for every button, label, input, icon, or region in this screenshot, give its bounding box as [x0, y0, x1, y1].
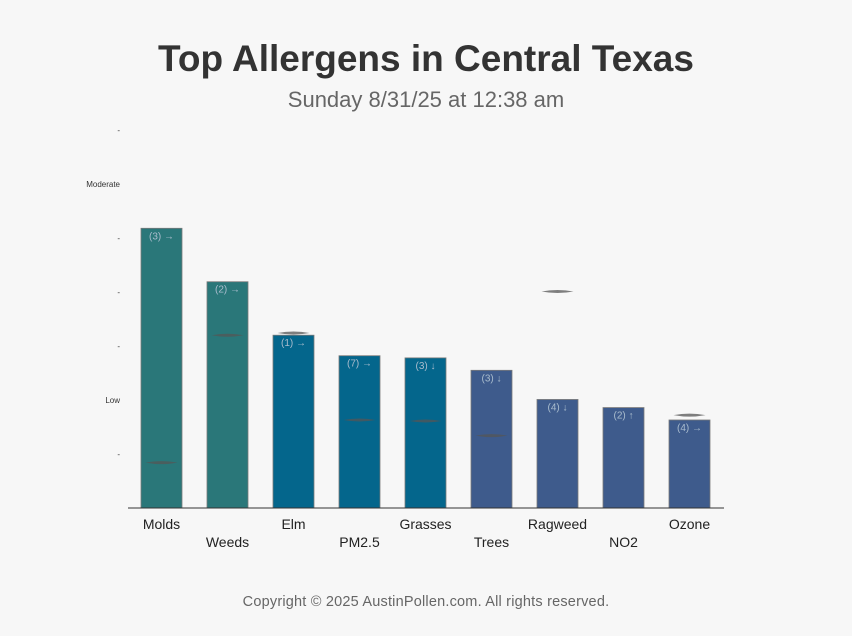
bar-rank-label: (7) → — [347, 359, 372, 370]
x-tick-label: Molds — [143, 516, 180, 532]
bar-elm — [272, 334, 315, 509]
y-tick-label: - — [117, 234, 120, 243]
average-marker — [211, 333, 244, 337]
chart-subtitle: Sunday 8/31/25 at 12:38 am — [287, 87, 565, 112]
x-tick-label: Trees — [474, 534, 509, 550]
bar-rank-label: (1) → — [281, 338, 306, 349]
bar-grasses — [404, 357, 447, 509]
bar-no2 — [602, 407, 645, 509]
y-tick-label: - — [117, 288, 120, 297]
x-tick-label: Elm — [281, 516, 305, 532]
average-marker — [541, 289, 574, 293]
bar-rank-label: (3) ↓ — [416, 361, 436, 372]
bar-weeds — [206, 281, 249, 509]
y-tick-label: - — [117, 342, 120, 351]
x-tick-label: PM2.5 — [339, 534, 380, 550]
bar-rank-label: (2) → — [215, 285, 240, 296]
x-tick-label: NO2 — [609, 534, 638, 550]
bar-rank-label: (4) ↓ — [548, 402, 568, 413]
x-tick-label: Grasses — [399, 516, 451, 532]
chart-title: Top Allergens in Central Texas — [158, 38, 694, 79]
average-marker — [673, 413, 706, 417]
bar-molds — [140, 227, 183, 509]
bar-ragweed — [536, 399, 579, 509]
bar-pm2-5 — [338, 355, 381, 509]
bar-rank-label: (2) ↑ — [614, 411, 634, 422]
average-marker — [409, 419, 442, 423]
bar-rank-label: (3) → — [149, 231, 174, 242]
bar-ozone — [668, 419, 711, 509]
y-tick-label: Moderate — [86, 180, 120, 189]
y-tick-label: Low — [105, 396, 120, 405]
average-marker — [145, 461, 178, 465]
x-tick-label: Weeds — [206, 534, 249, 550]
average-marker — [475, 434, 508, 438]
x-tick-label: Ragweed — [528, 516, 587, 532]
y-tick-label: - — [117, 126, 120, 135]
x-tick-label: Ozone — [669, 516, 710, 532]
copyright-footer: Copyright © 2025 AustinPollen.com. All r… — [242, 594, 610, 610]
y-tick-label: - — [117, 450, 120, 459]
bar-trees — [470, 369, 513, 509]
bar-rank-label: (3) ↓ — [482, 373, 502, 384]
average-marker — [277, 331, 310, 335]
average-marker — [343, 418, 376, 422]
bar-rank-label: (4) → — [677, 423, 702, 434]
